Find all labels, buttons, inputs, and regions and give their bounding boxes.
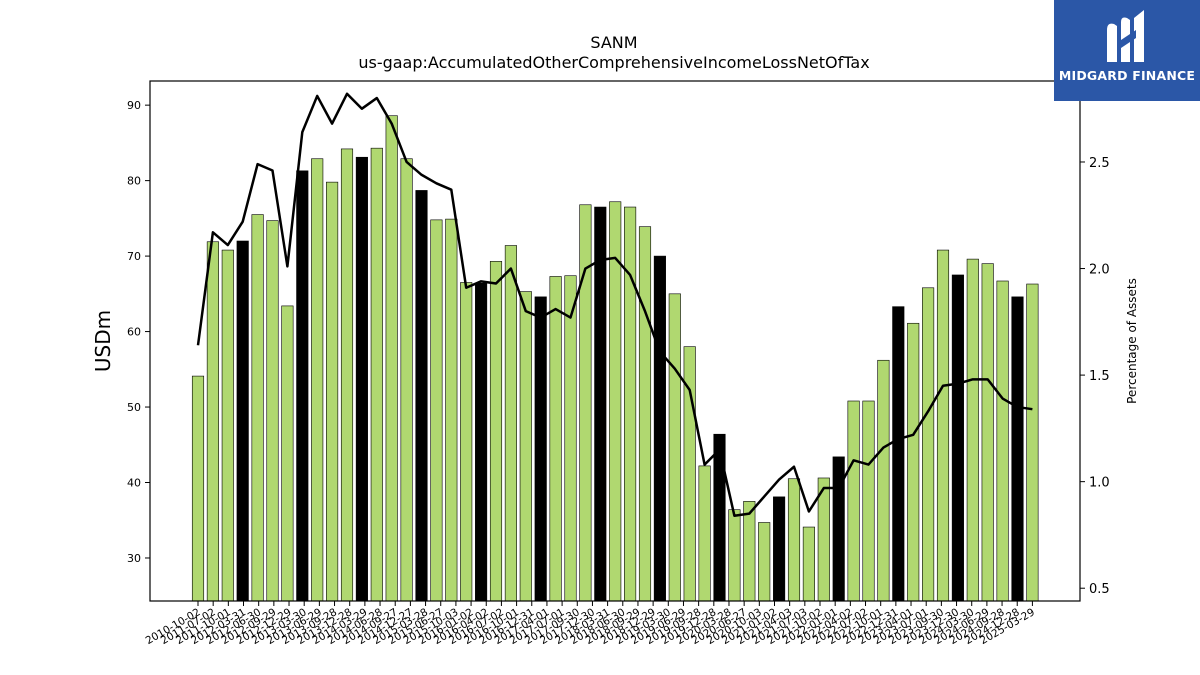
bar [936,249,950,602]
y-tick-label: 80 [127,175,141,188]
bar [862,400,875,602]
line-series [196,92,1033,517]
bar [996,280,1009,602]
bar [430,219,443,602]
bar-series [191,115,1039,602]
bar [981,263,994,602]
y-axis-label-right: Percentage of Assets [1125,278,1139,404]
bar [847,400,860,602]
bar [579,204,592,602]
bar [802,526,815,602]
right-axis: 0.5 1.0 1.5 2.0 2.5 [1080,156,1110,597]
bar [624,206,637,602]
y-right-tick-label: 1.0 [1089,476,1110,491]
bar [892,306,905,602]
bar [415,190,428,602]
bar [877,359,890,602]
y-tick-label: 60 [127,326,141,339]
bar [698,465,711,602]
y-right-tick-label: 1.5 [1089,369,1110,384]
bar [787,478,801,602]
chart-subtitle: us-gaap:AccumulatedOtherComprehensiveInc… [358,53,869,72]
bar [728,509,741,602]
bar [385,115,398,602]
left-axis: 30 40 50 60 70 80 90 [127,99,150,565]
chart-title: SANM [590,33,637,52]
y-right-tick-label: 2.0 [1089,263,1110,278]
bar [221,249,234,602]
bar [549,276,562,602]
bar [311,158,324,602]
y-tick-label: 90 [127,99,141,112]
bar [758,522,771,602]
bar [1011,296,1024,602]
y-right-tick-label: 2.5 [1089,156,1110,171]
bar [266,220,279,602]
y-tick-label: 40 [127,477,141,490]
bar [400,158,413,602]
bar [668,293,681,602]
logo-text: MIDGARD FINANCE [1058,68,1196,83]
bar [504,245,517,602]
bar [743,501,756,602]
midgard-logo-icon [1107,10,1144,63]
bar [445,218,458,602]
y-tick-label: 70 [127,250,141,263]
bar [206,241,219,602]
y-axis-label: USDm [91,310,115,372]
bar [460,282,473,602]
series-line [196,92,1033,517]
bar [519,291,532,602]
bar [594,206,607,602]
bar [534,296,547,602]
bar [251,214,264,602]
bar [922,287,935,602]
bar [191,375,205,602]
bar [564,275,577,602]
x-axis: 2010-10-022011-07-022011-10-012012-03-31… [144,601,1037,647]
bar [638,226,652,602]
logo: MIDGARD FINANCE [1054,0,1200,101]
bar [475,282,488,602]
bar [713,433,726,602]
bar [236,240,249,602]
bar [966,258,979,602]
y-tick-label: 30 [127,552,141,565]
bar [907,322,920,602]
bar [951,274,964,602]
bar [370,147,383,602]
plot-frame [149,80,1081,602]
bar [489,261,503,602]
y-tick-label: 50 [127,401,141,414]
bar [355,156,368,602]
bar [340,148,354,602]
bar [653,255,666,602]
bar [326,181,339,602]
bar [773,496,786,602]
bar [281,305,294,602]
y-right-tick-label: 0.5 [1089,582,1110,597]
bar [1026,283,1039,602]
bar [296,170,309,602]
